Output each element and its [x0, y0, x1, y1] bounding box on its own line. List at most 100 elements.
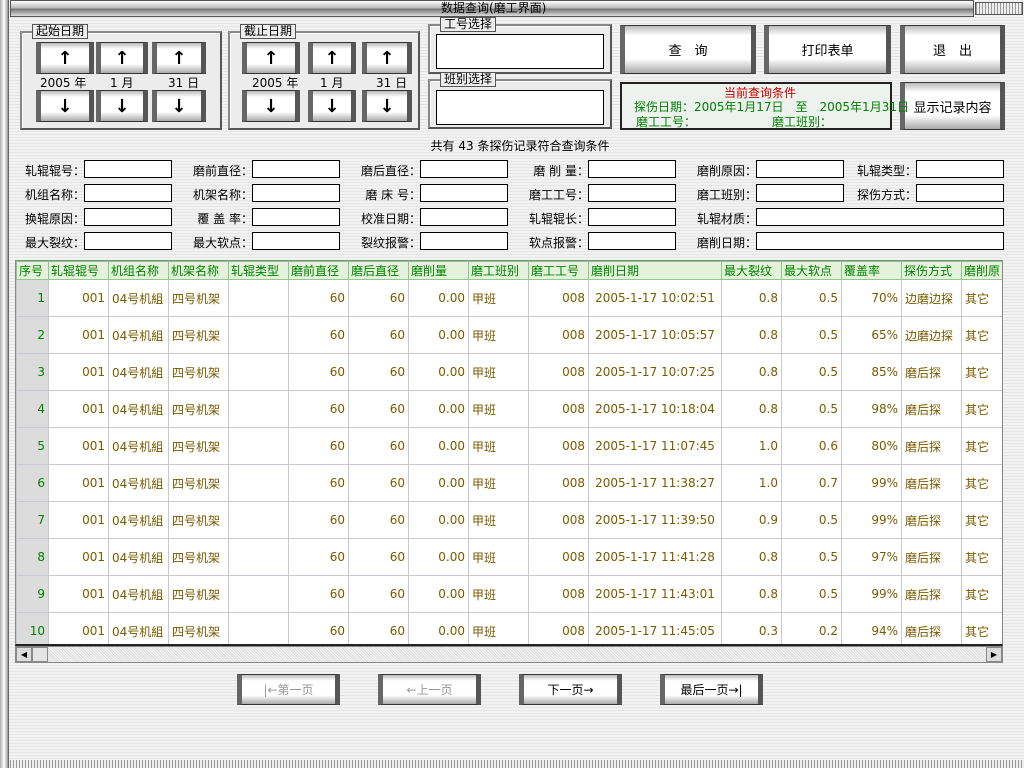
worker-select-input[interactable] [436, 34, 604, 69]
field-input[interactable] [420, 184, 508, 202]
table-cell: 0.6 [781, 427, 842, 465]
column-header[interactable]: 轧辊辊号 [48, 261, 109, 280]
end-day-down-button[interactable]: ↓ [362, 90, 412, 122]
table-cell [228, 353, 289, 391]
scroll-right-button[interactable]: ▶ [986, 647, 1002, 662]
end-year-up-button[interactable]: ↑ [242, 42, 300, 74]
field-input[interactable] [84, 160, 172, 178]
table-cell: 磨后探 [901, 575, 962, 613]
table-row[interactable]: 8 001 04号机組 四号机架 60 60 0.00 甲班 008 2005-1-17 11:4… [16, 538, 1002, 576]
field-input[interactable] [916, 160, 1004, 178]
column-header[interactable]: 序号 [16, 261, 49, 280]
table-cell: 0.5 [781, 390, 842, 428]
show-records-button[interactable]: 显示记录内容 [900, 82, 1005, 130]
field-input[interactable] [252, 208, 340, 226]
records-grid[interactable]: 序号 轧辊辊号 机组名称 机架名称 轧辊类型 磨前直径 磨后直径 磨削量 磨工班别 磨工工号 磨削日… [15, 260, 1003, 646]
next-page-button[interactable]: 下一页→ [519, 674, 622, 705]
table-row[interactable]: 10 001 04号机組 四号机架 60 60 0.00 甲班 008 2005-1-17 11:… [16, 612, 1002, 644]
table-cell: 甲班 [468, 316, 529, 354]
first-page-button[interactable]: |←第一页 [237, 674, 340, 705]
end-day-up-button[interactable]: ↑ [362, 42, 412, 74]
column-header[interactable]: 探伤方式 [901, 261, 962, 280]
window-grip[interactable] [975, 2, 1023, 15]
shift-select-input[interactable] [436, 90, 604, 125]
table-row[interactable]: 1 001 04号机組 四号机架 60 60 0.00 甲班 008 2005-1-17 10:0… [16, 279, 1002, 317]
field-input[interactable] [916, 184, 1004, 202]
start-month-down-button[interactable]: ↓ [96, 90, 148, 122]
field-input[interactable] [84, 232, 172, 250]
column-header[interactable]: 最大软点 [781, 261, 842, 280]
field-input[interactable] [756, 232, 1004, 250]
table-cell: 04号机組 [108, 279, 169, 317]
field-input[interactable] [420, 160, 508, 178]
table-cell: 04号机組 [108, 316, 169, 354]
field-input[interactable] [252, 232, 340, 250]
column-header[interactable]: 覆盖率 [841, 261, 902, 280]
field-label: 最大软点： [192, 236, 253, 250]
field-input[interactable] [588, 208, 676, 226]
end-month-down-button[interactable]: ↓ [308, 90, 356, 122]
field-input[interactable] [84, 208, 172, 226]
table-cell: 04号机組 [108, 427, 169, 465]
column-header[interactable]: 磨前直径 [288, 261, 349, 280]
table-cell: 四号机架 [168, 538, 229, 576]
table-row[interactable]: 6 001 04号机組 四号机架 60 60 0.00 甲班 008 2005-1-17 11:3… [16, 464, 1002, 502]
last-page-button[interactable]: 最后一页→| [660, 674, 763, 705]
column-header[interactable]: 磨削原 [961, 261, 1002, 280]
field-input[interactable] [588, 184, 676, 202]
table-cell: 2005-1-17 11:41:28 [588, 538, 722, 576]
field-input[interactable] [588, 160, 676, 178]
start-date-label: 起始日期 [32, 24, 89, 39]
start-month-up-button[interactable]: ↑ [96, 42, 148, 74]
prev-page-button[interactable]: ←上一页 [378, 674, 481, 705]
start-day-up-button[interactable]: ↑ [152, 42, 206, 74]
table-cell: 甲班 [468, 575, 529, 613]
scroll-thumb[interactable] [32, 647, 48, 662]
table-cell: 99% [841, 501, 902, 539]
table-row[interactable]: 2 001 04号机組 四号机架 60 60 0.00 甲班 008 2005-1-17 10:0… [16, 316, 1002, 354]
field-input[interactable] [420, 208, 508, 226]
table-cell: 0.00 [408, 316, 469, 354]
field-input[interactable] [756, 184, 844, 202]
table-cell: 其它 [961, 612, 1002, 644]
field-input[interactable] [252, 160, 340, 178]
field-input[interactable] [756, 160, 844, 178]
column-header[interactable]: 磨削量 [408, 261, 469, 280]
column-header[interactable]: 轧辊类型 [228, 261, 289, 280]
table-row[interactable]: 4 001 04号机組 四号机架 60 60 0.00 甲班 008 2005-1-17 10:1… [16, 390, 1002, 428]
table-cell: 60 [288, 427, 349, 465]
table-cell: 001 [48, 575, 109, 613]
table-cell [228, 464, 289, 502]
field-input[interactable] [756, 208, 1004, 226]
field-input[interactable] [588, 232, 676, 250]
end-month-up-button[interactable]: ↑ [308, 42, 356, 74]
field-input[interactable] [420, 232, 508, 250]
field-input[interactable] [252, 184, 340, 202]
column-header[interactable]: 磨工班别 [468, 261, 529, 280]
horizontal-scrollbar[interactable]: ◀ ▶ [15, 646, 1003, 663]
start-day-down-button[interactable]: ↓ [152, 90, 206, 122]
query-button[interactable]: 查 询 [620, 25, 756, 74]
column-header[interactable]: 磨后直径 [348, 261, 409, 280]
field-label: 磨 床 号： [365, 188, 421, 202]
table-cell: 04号机組 [108, 575, 169, 613]
column-header[interactable]: 机架名称 [168, 261, 229, 280]
table-cell: 2005-1-17 10:02:51 [588, 279, 722, 317]
start-year-up-button[interactable]: ↑ [36, 42, 94, 74]
column-header[interactable]: 磨削日期 [588, 261, 722, 280]
scroll-left-button[interactable]: ◀ [16, 647, 32, 662]
table-row[interactable]: 3 001 04号机組 四号机架 60 60 0.00 甲班 008 2005-1-17 10:0… [16, 353, 1002, 391]
print-button[interactable]: 打印表单 [764, 25, 891, 74]
column-header[interactable]: 磨工工号 [528, 261, 589, 280]
table-row[interactable]: 5 001 04号机組 四号机架 60 60 0.00 甲班 008 2005-1-17 11:0… [16, 427, 1002, 465]
column-header[interactable]: 机组名称 [108, 261, 169, 280]
start-year-down-button[interactable]: ↓ [36, 90, 94, 122]
field-input[interactable] [84, 184, 172, 202]
table-row[interactable]: 9 001 04号机組 四号机架 60 60 0.00 甲班 008 2005-1-17 11:4… [16, 575, 1002, 613]
table-cell: 2005-1-17 11:39:50 [588, 501, 722, 539]
column-header[interactable]: 最大裂纹 [721, 261, 782, 280]
table-row[interactable]: 7 001 04号机組 四号机架 60 60 0.00 甲班 008 2005-1-17 11:3… [16, 501, 1002, 539]
end-year-down-button[interactable]: ↓ [242, 90, 300, 122]
table-cell: 四号机架 [168, 427, 229, 465]
exit-button[interactable]: 退 出 [900, 25, 1005, 74]
